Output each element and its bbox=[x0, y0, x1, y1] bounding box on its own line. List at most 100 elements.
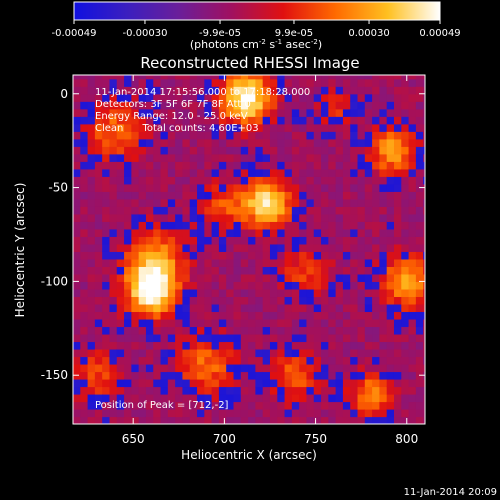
heatmap-cell bbox=[189, 311, 198, 320]
heatmap-cell bbox=[124, 198, 132, 207]
heatmap-cell bbox=[167, 161, 176, 170]
heatmap-cell bbox=[364, 93, 373, 102]
heatmap-cell bbox=[167, 296, 176, 305]
heatmap-cell bbox=[423, 303, 425, 313]
heatmap-cell bbox=[175, 348, 184, 358]
heatmap-cell bbox=[364, 258, 373, 267]
heatmap-cell bbox=[328, 131, 337, 140]
heatmap-cell bbox=[313, 281, 322, 290]
heatmap-cell bbox=[255, 213, 264, 222]
colorbar: -0.00049 -0.00030 -9.9e-05 9.9e-05 0.00030 0.… bbox=[52, 1, 461, 51]
heatmap-cell bbox=[160, 303, 169, 313]
heatmap-cell bbox=[80, 86, 89, 95]
heatmap-cell bbox=[175, 251, 184, 260]
heatmap-cell bbox=[321, 416, 329, 424]
heatmap-cell bbox=[335, 416, 344, 424]
heatmap-cell bbox=[124, 168, 132, 177]
heatmap-cell bbox=[386, 228, 395, 237]
heatmap-cell bbox=[335, 258, 344, 267]
heatmap-cell bbox=[233, 251, 242, 260]
heatmap-cell bbox=[393, 281, 402, 290]
heatmap-cell bbox=[335, 75, 344, 80]
heatmap-cell bbox=[321, 251, 329, 260]
heatmap-cell bbox=[299, 296, 308, 305]
heatmap-cell bbox=[291, 243, 300, 252]
heatmap-cell bbox=[109, 266, 118, 275]
heatmap-cell bbox=[218, 191, 227, 200]
heatmap-cell bbox=[211, 176, 220, 185]
heatmap-cell bbox=[401, 183, 410, 192]
heatmap-cell bbox=[350, 243, 359, 252]
heatmap-cell bbox=[124, 123, 132, 132]
heatmap-cell bbox=[321, 401, 329, 410]
plot-frame bbox=[72, 74, 426, 425]
heatmap-cell bbox=[153, 393, 162, 403]
heatmap-cell bbox=[73, 258, 81, 267]
heatmap-cell bbox=[189, 348, 198, 358]
heatmap-cell bbox=[284, 138, 293, 147]
heatmap-cell bbox=[379, 288, 388, 298]
colorbar-tick-label: 9.9e-05 bbox=[275, 28, 313, 39]
heatmap-cell bbox=[415, 408, 424, 418]
heatmap-cell bbox=[357, 236, 366, 245]
heatmap-cell bbox=[350, 273, 359, 282]
heatmap-cell bbox=[131, 75, 140, 80]
heatmap-cell bbox=[109, 138, 118, 147]
heatmap-cell bbox=[284, 393, 293, 403]
heatmap-cell bbox=[335, 236, 344, 245]
heatmap-cell bbox=[197, 273, 205, 282]
heatmap-cell bbox=[153, 363, 162, 373]
heatmap-cell bbox=[80, 348, 89, 358]
heatmap-cell bbox=[335, 161, 344, 170]
heatmap-cell bbox=[73, 131, 81, 140]
heatmap-cell bbox=[269, 371, 278, 380]
heatmap-cell bbox=[350, 303, 359, 313]
heatmap-cell bbox=[262, 416, 271, 424]
heatmap-cell bbox=[328, 378, 337, 388]
heatmap-cell bbox=[306, 168, 315, 177]
heatmap-cell bbox=[175, 408, 184, 418]
heatmap-cell bbox=[306, 356, 315, 365]
heatmap-cell bbox=[335, 266, 344, 275]
heatmap-cell bbox=[167, 311, 176, 320]
heatmap-cell bbox=[372, 401, 381, 410]
y-tick-label: 0 bbox=[60, 87, 68, 101]
heatmap-cell bbox=[357, 318, 366, 328]
heatmap-cell bbox=[109, 183, 118, 192]
colorbar-tick-label: -0.00030 bbox=[122, 28, 167, 39]
heatmap-cell bbox=[145, 326, 154, 335]
heatmap-cell bbox=[116, 146, 125, 155]
heatmap-cell bbox=[372, 221, 381, 230]
heatmap-cell bbox=[350, 75, 359, 80]
heatmap-cell bbox=[218, 408, 227, 418]
heatmap-cell bbox=[342, 146, 351, 155]
heatmap-cell bbox=[262, 258, 271, 267]
heatmap-cell bbox=[182, 191, 191, 200]
heatmap-cell bbox=[321, 183, 329, 192]
heatmap-cell bbox=[138, 341, 147, 350]
heatmap-cell bbox=[116, 371, 125, 380]
heatmap-cell bbox=[408, 333, 417, 343]
heatmap-cell bbox=[423, 146, 425, 155]
heatmap-cell bbox=[393, 168, 402, 177]
heatmap-cell bbox=[364, 288, 373, 298]
heatmap-cell bbox=[233, 86, 242, 95]
heatmap-cell bbox=[116, 153, 125, 162]
heatmap-cell bbox=[262, 93, 271, 102]
heatmap-cell bbox=[189, 296, 198, 305]
heatmap-cell bbox=[299, 93, 308, 102]
heatmap-cell bbox=[342, 378, 351, 388]
heatmap-cell bbox=[94, 408, 103, 418]
heatmap-cell bbox=[284, 386, 293, 395]
heatmap-cell bbox=[109, 356, 118, 365]
heatmap-cell bbox=[182, 371, 191, 380]
heatmap-cell bbox=[379, 123, 388, 132]
heatmap-cell bbox=[284, 213, 293, 222]
heatmap-cell bbox=[379, 108, 388, 117]
heatmap-cell bbox=[87, 258, 96, 267]
heatmap-cell bbox=[291, 273, 300, 282]
heatmap-cell bbox=[124, 378, 132, 388]
heatmap-cell bbox=[87, 228, 96, 237]
heatmap-cell bbox=[306, 228, 315, 237]
